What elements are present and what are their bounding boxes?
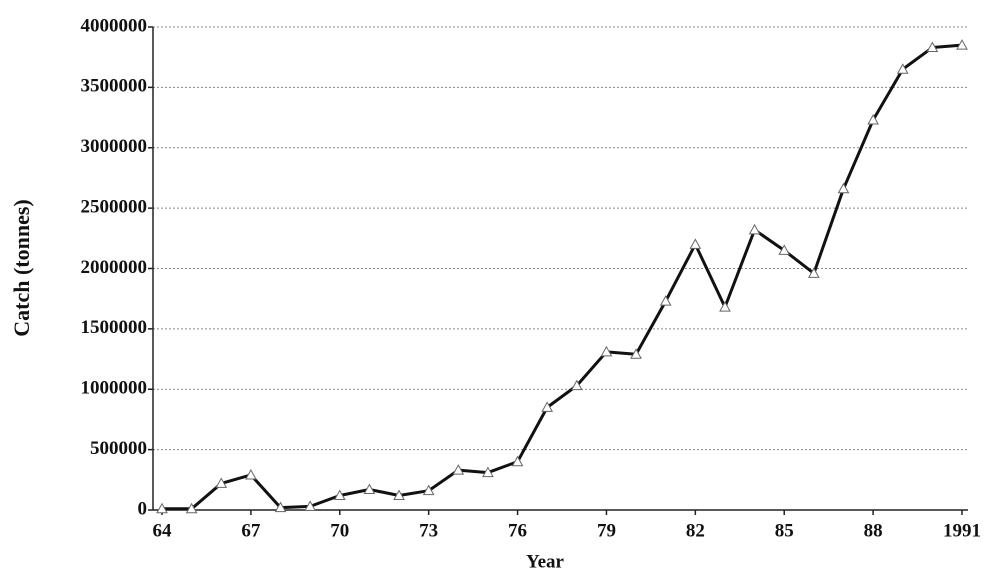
- marker: [570, 379, 583, 391]
- x-axis-label: Year: [526, 551, 565, 572]
- marker: [659, 295, 672, 306]
- x-tick-label: 64: [153, 520, 173, 541]
- y-axis-label: Catch (tonnes): [9, 199, 34, 337]
- marker: [304, 500, 316, 511]
- marker: [867, 113, 879, 125]
- x-tick-label: 79: [597, 520, 616, 541]
- marker: [156, 502, 168, 514]
- marker: [956, 39, 968, 50]
- y-tick-label: 0: [138, 498, 148, 519]
- marker: [452, 464, 465, 475]
- x-tick-label: 70: [330, 520, 349, 541]
- marker: [719, 301, 731, 312]
- marker: [541, 401, 554, 412]
- marker: [630, 348, 642, 359]
- x-tick-label: 76: [508, 520, 527, 541]
- marker: [245, 468, 257, 480]
- y-tick-label: 2000000: [81, 257, 148, 278]
- marker: [896, 63, 909, 74]
- marker: [778, 244, 791, 255]
- x-tick-label: 67: [241, 520, 261, 541]
- marker: [808, 267, 820, 278]
- y-tick-label: 3000000: [81, 136, 148, 157]
- y-tick-label: 4000000: [81, 15, 148, 36]
- marker: [393, 489, 405, 501]
- marker: [748, 223, 761, 235]
- y-tick-label: 3500000: [81, 76, 148, 97]
- line: [162, 43, 963, 511]
- y-tick-label: 500000: [90, 438, 147, 459]
- x-tick-label: 82: [686, 520, 705, 541]
- marker: [837, 182, 850, 194]
- marker: [333, 489, 346, 501]
- x-tick-label: 85: [775, 520, 794, 541]
- marker: [482, 466, 494, 478]
- y-tick-label: 1500000: [81, 317, 148, 338]
- marker: [363, 483, 376, 494]
- marker: [215, 477, 228, 488]
- marker: [511, 455, 524, 467]
- marker: [689, 238, 702, 249]
- x-tick-label: 88: [864, 520, 883, 541]
- x-tick-label: 73: [419, 520, 438, 541]
- y-tick-label: 1000000: [81, 378, 148, 399]
- marker: [274, 501, 287, 513]
- marker: [422, 484, 435, 496]
- marker: [926, 41, 939, 53]
- x-tick-label: 1991: [943, 520, 981, 541]
- marker: [185, 502, 198, 514]
- y-tick-label: 2500000: [81, 196, 148, 217]
- marker: [600, 345, 613, 357]
